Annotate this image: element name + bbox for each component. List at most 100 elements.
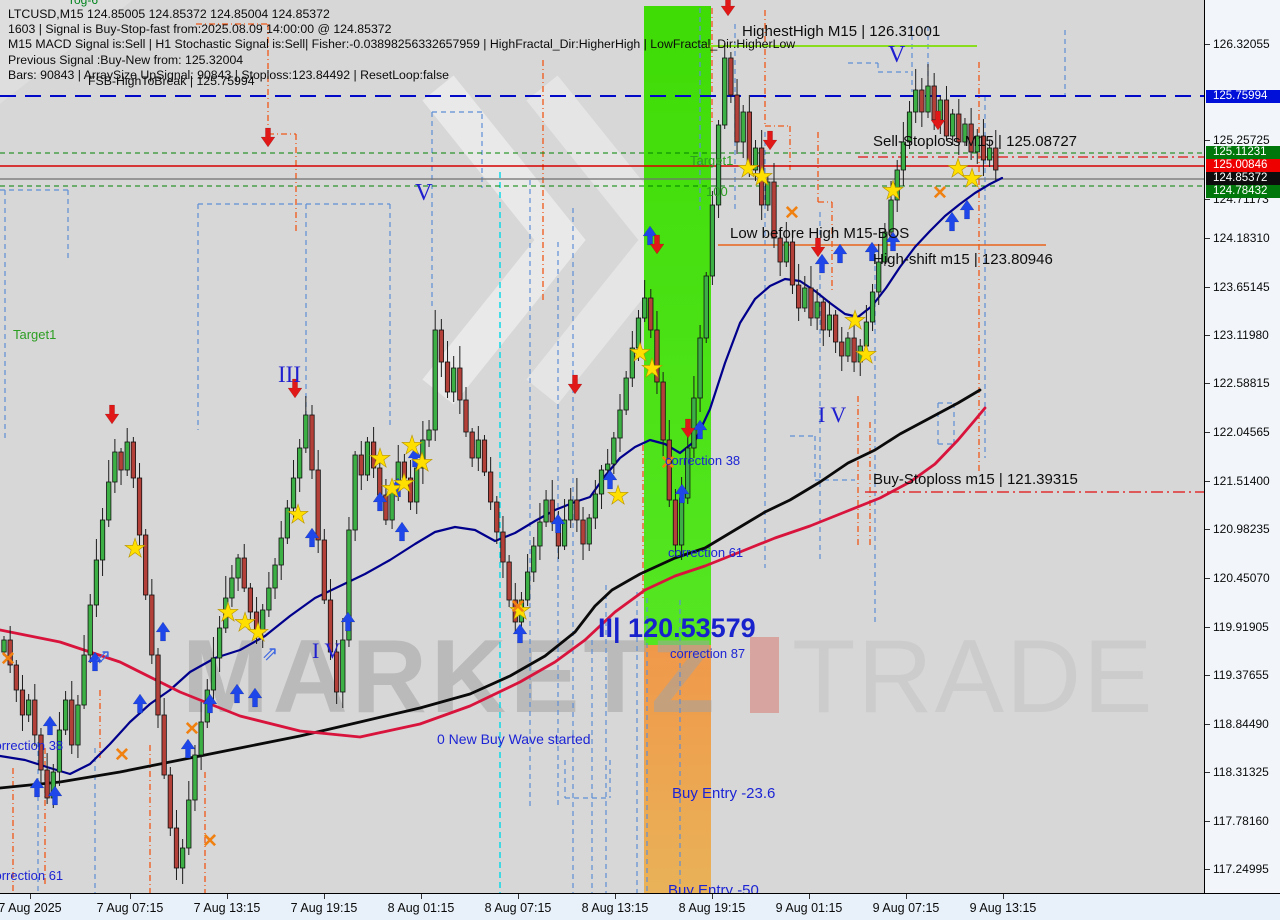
candle-body xyxy=(383,494,389,521)
candle-body xyxy=(216,627,223,659)
candle-body xyxy=(728,57,734,96)
sell-arrow-icon xyxy=(762,130,778,151)
candle-body xyxy=(87,604,93,656)
candle-body xyxy=(839,341,845,357)
time-axis-label: 8 Aug 13:15 xyxy=(581,901,649,915)
chart-annotation: HighestHigh M15 | 126.31001 xyxy=(742,23,940,40)
candle-body xyxy=(235,557,241,579)
price-tick xyxy=(1205,772,1210,773)
buy-arrow-icon xyxy=(885,231,901,252)
ma-line-black xyxy=(0,388,982,790)
buy-arrow-icon xyxy=(155,621,171,642)
target-annotation: Target1 xyxy=(13,327,56,342)
candle-body xyxy=(642,297,648,319)
candle-body xyxy=(173,827,180,869)
candle-body xyxy=(715,124,722,206)
candle-body xyxy=(672,499,679,546)
candle-body xyxy=(494,501,500,533)
time-tick xyxy=(324,894,325,899)
candle-body xyxy=(759,147,765,206)
candle-body xyxy=(253,611,260,633)
candle-body xyxy=(906,111,913,143)
time-axis-label: 7 Aug 07:15 xyxy=(96,901,164,915)
candle-body xyxy=(112,451,118,483)
time-axis-label: 8 Aug 07:15 xyxy=(484,901,552,915)
x-mark-icon: ✕ xyxy=(660,453,676,474)
price-axis-label: 120.45070 xyxy=(1213,571,1270,585)
candle-body xyxy=(679,497,685,546)
wave-numeral: V xyxy=(415,180,433,206)
star-signal-icon: ★ xyxy=(750,161,773,191)
star-signal-icon: ★ xyxy=(508,595,531,625)
time-tick xyxy=(615,894,616,899)
candle-body xyxy=(876,261,882,293)
candle-body xyxy=(488,471,494,503)
candle-body xyxy=(136,477,143,536)
price-tick xyxy=(1205,140,1210,141)
candle-body xyxy=(802,287,808,309)
candle-body xyxy=(968,123,974,153)
chart-canvas[interactable]: MARKETZ TRADE ★ ★ ★ ★ ★ ★ ★ ★ ★ ★ ★ ★ ★ ★ ★ ★ ★ ★ ★ ★ ★ ✕ ✕ ✕ ✕ ✕ ✕ ✕… xyxy=(0,0,1204,893)
star-signal-icon: ★ xyxy=(854,339,877,369)
candle-body xyxy=(956,113,962,143)
candle-body xyxy=(370,441,377,469)
watermark-word1: MARKETZ xyxy=(182,619,718,735)
candle-body xyxy=(845,337,851,357)
candle-body xyxy=(260,609,266,633)
chart-annotation: Buy-Stoploss m15 | 121.39315 xyxy=(873,471,1078,488)
candle-body xyxy=(525,571,531,601)
time-tick xyxy=(906,894,907,899)
x-mark-icon: ✕ xyxy=(202,831,218,852)
candle-body xyxy=(771,181,777,239)
x-mark-icon: ✕ xyxy=(784,203,800,224)
sell-arrow-icon xyxy=(680,418,696,439)
price-axis[interactable]: 126.32055 125.25725 124.18310 123.65145 123.… xyxy=(1204,0,1280,893)
candle-body xyxy=(192,754,198,801)
candle-body xyxy=(309,414,315,471)
candle-body xyxy=(765,181,771,206)
time-axis-label: 8 Aug 01:15 xyxy=(387,901,455,915)
candle-body xyxy=(537,521,543,547)
candle-body xyxy=(284,507,290,539)
candle-body xyxy=(568,499,574,521)
x-mark-icon: ✕ xyxy=(510,597,526,618)
buy-arrow-icon xyxy=(229,683,245,704)
entry-zone-band xyxy=(644,645,711,893)
candle-body xyxy=(598,469,605,495)
target-annotation: Target1 xyxy=(690,153,733,168)
star-signal-icon: ★ xyxy=(123,533,146,563)
wave-annotation: correction 87 xyxy=(670,646,745,661)
chart-annotation: High-shift m15 | 123.80946 xyxy=(873,251,1053,268)
candle-body xyxy=(155,654,161,716)
price-axis-label: 122.04565 xyxy=(1213,425,1270,439)
wave-numeral: I V xyxy=(818,402,846,427)
time-axis[interactable]: 7 Aug 2025 7 Aug 07:15 7 Aug 13:15 7 Aug 19… xyxy=(0,893,1280,920)
candle-body xyxy=(438,329,444,363)
time-tick xyxy=(809,894,810,899)
price-tick xyxy=(1205,529,1210,530)
ma-line-crimson xyxy=(0,406,987,739)
price-axis-label: 119.91905 xyxy=(1213,620,1269,634)
candle-body xyxy=(93,559,99,606)
candle-body xyxy=(709,204,716,277)
candle-body xyxy=(32,699,38,736)
candle-body xyxy=(734,94,740,143)
candle-body xyxy=(783,241,789,263)
candle-body xyxy=(820,301,826,331)
candle-body xyxy=(290,477,297,509)
candle-body xyxy=(635,317,642,349)
price-tick xyxy=(1205,481,1210,482)
star-signal-icon: ★ xyxy=(380,473,403,503)
price-level-box: 124.85372 xyxy=(1206,172,1280,185)
candle-body xyxy=(180,847,186,869)
time-tick xyxy=(30,894,31,899)
buy-arrow-icon xyxy=(180,738,196,759)
candle-body xyxy=(401,461,408,479)
candle-body xyxy=(950,113,956,137)
time-tick xyxy=(518,894,519,899)
candle-body xyxy=(469,431,475,459)
buy-arrow-icon xyxy=(29,777,45,798)
info-line-previous: Previous Signal :Buy-New from: 125.32004 xyxy=(8,52,244,67)
info-line-quote: LTCUSD,M15 124.85005 124.85372 124.85004… xyxy=(8,7,330,21)
x-mark-icon: ✕ xyxy=(184,719,200,740)
